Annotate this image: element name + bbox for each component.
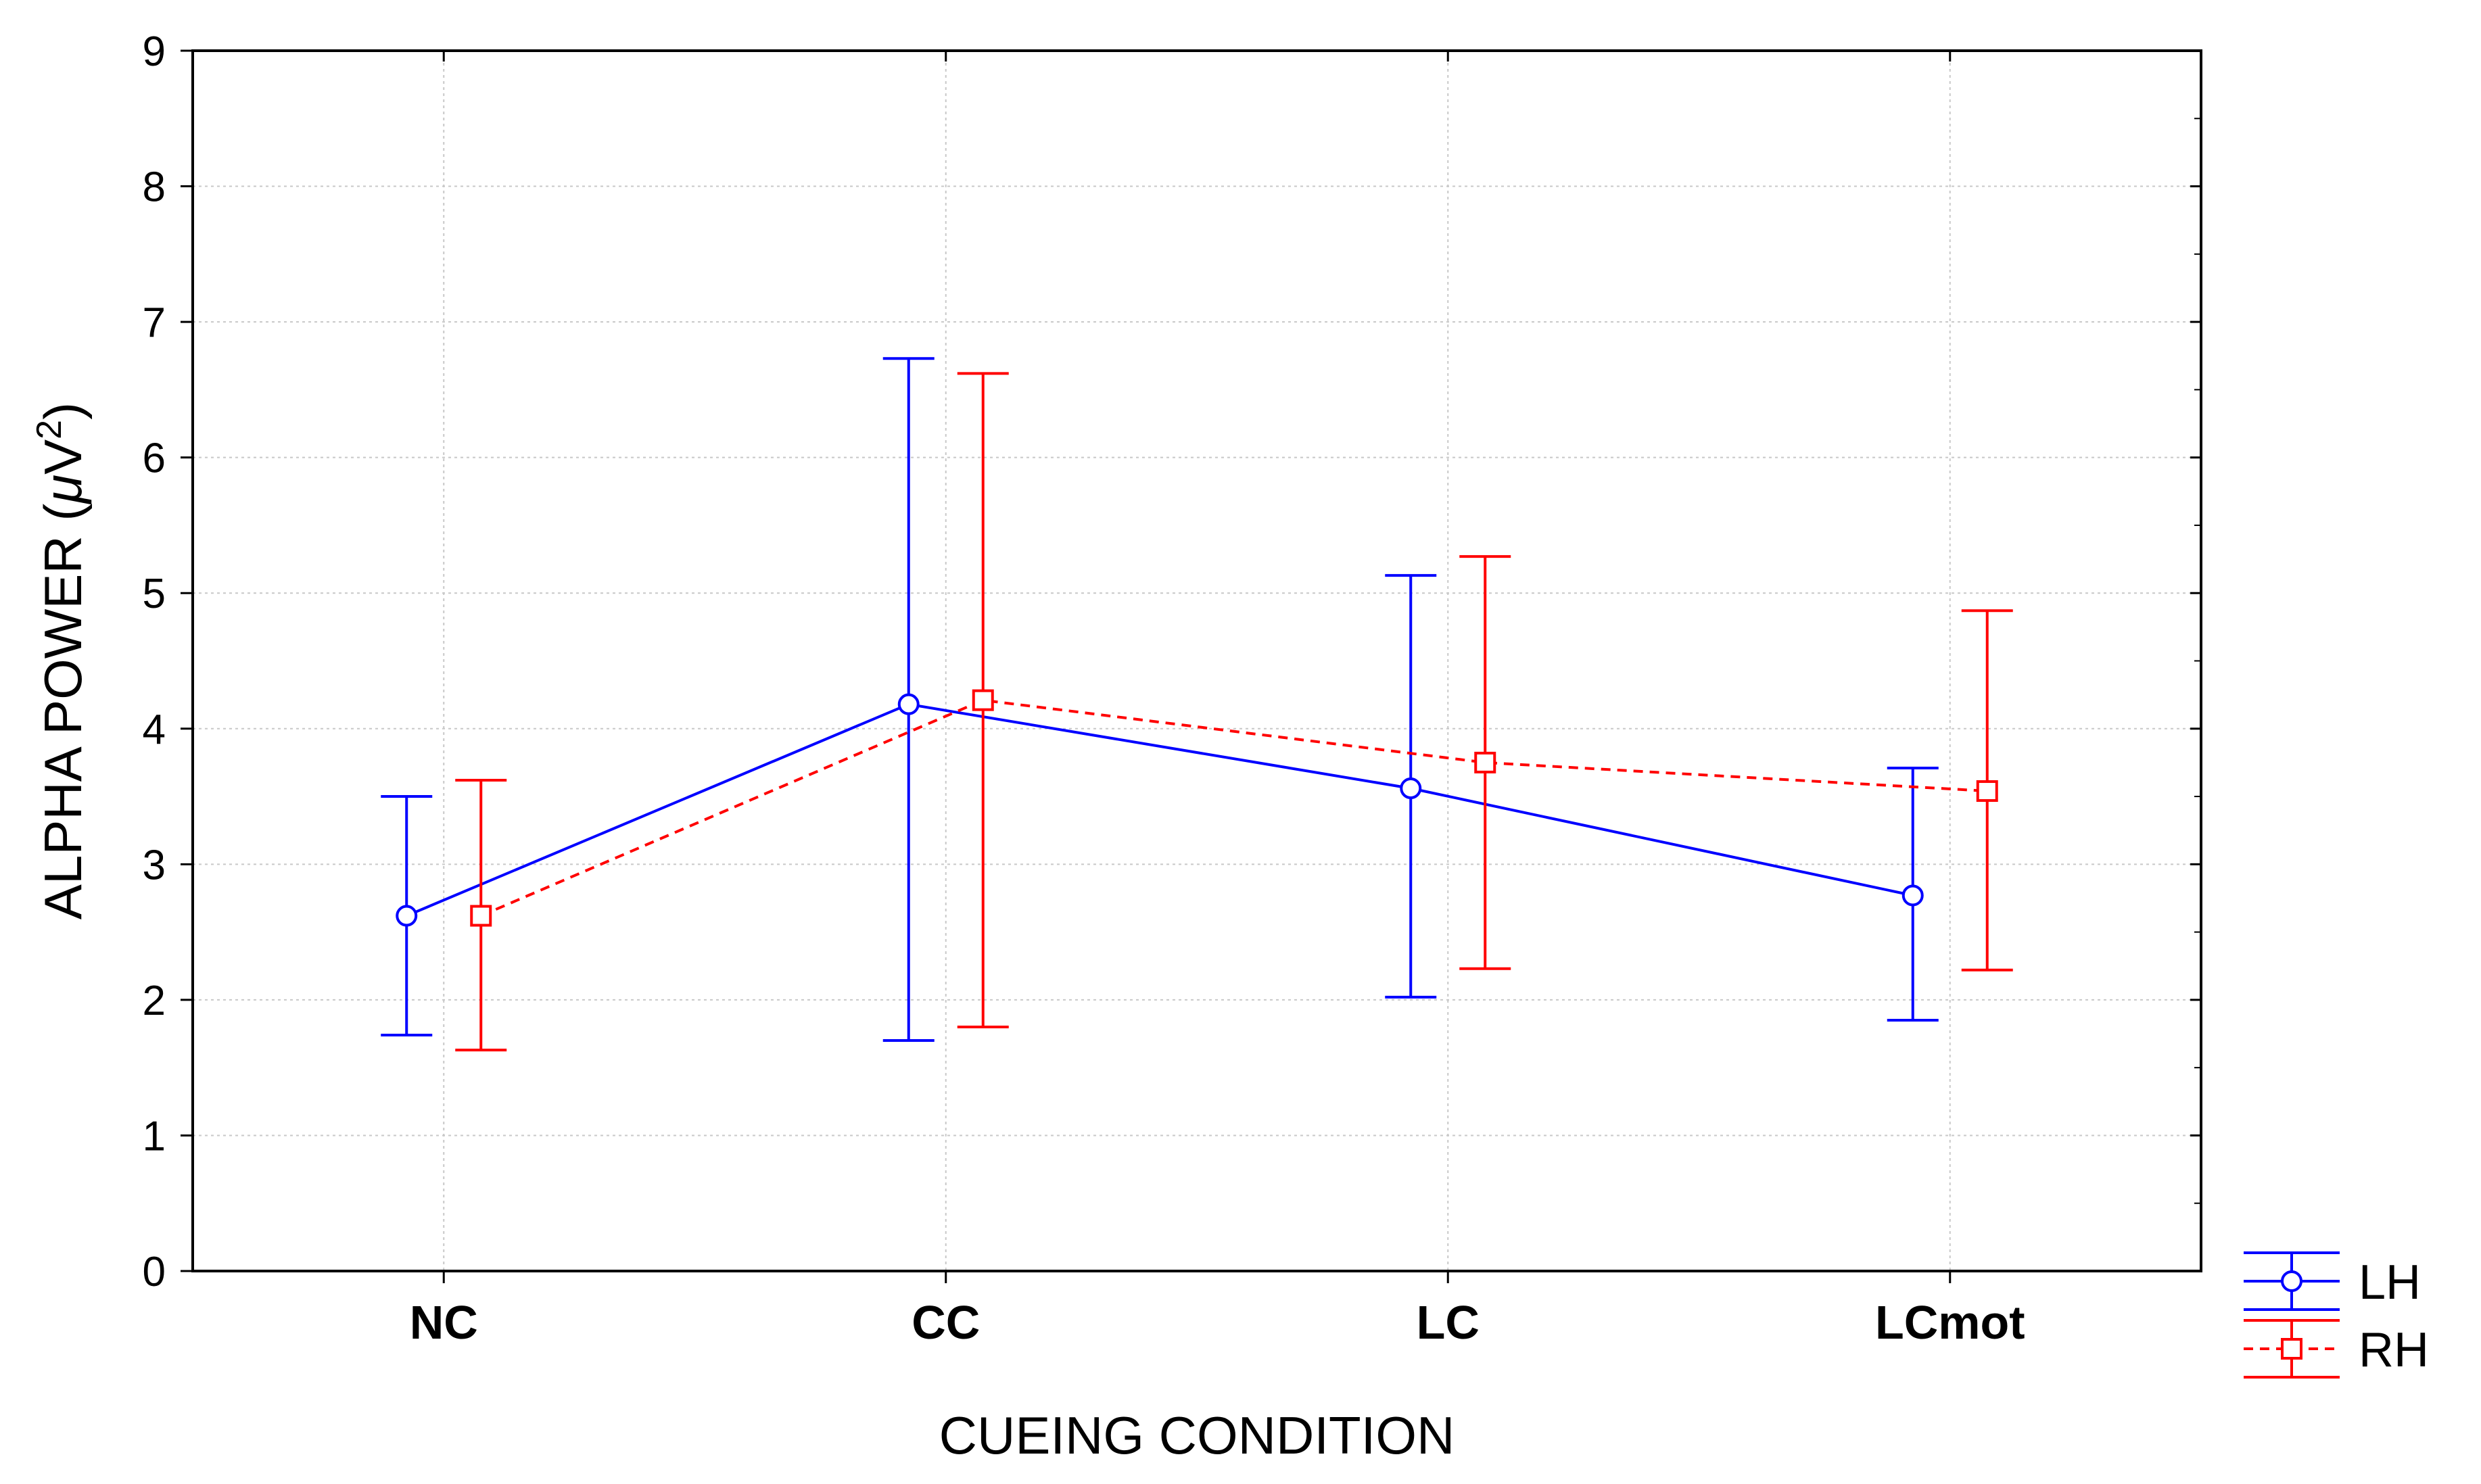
y-axis-title-close: ) <box>33 402 93 420</box>
series <box>381 357 2013 1052</box>
data-point <box>396 905 418 927</box>
series-LH <box>381 357 1939 1043</box>
legend-item-RH: RH <box>2244 1319 2429 1379</box>
legend-marker <box>2281 1338 2302 1360</box>
legend: LH RH <box>2244 1251 2429 1379</box>
legend-label-LH: LH <box>2359 1255 2421 1310</box>
data-point <box>897 693 920 715</box>
axes: 0 1 2 3 4 5 6 7 8 9 NC CC LC LCmot <box>143 28 2202 1349</box>
legend-item-LH: LH <box>2244 1251 2421 1311</box>
gridlines <box>193 51 2201 1271</box>
y-tick-label: 2 <box>143 978 166 1024</box>
x-tick-label: LC <box>1417 1296 1480 1349</box>
y-axis-title-sup: 2 <box>30 420 69 439</box>
y-tick-label: 4 <box>143 707 166 753</box>
data-point <box>1474 751 1496 773</box>
y-tick-label: 1 <box>143 1113 166 1159</box>
data-point <box>470 905 492 927</box>
series-line-RH <box>480 698 1987 917</box>
legend-marker <box>2281 1270 2302 1292</box>
data-point <box>1400 777 1422 800</box>
data-point <box>1976 780 1998 803</box>
y-tick-label: 5 <box>143 571 166 617</box>
x-tick-label: CC <box>912 1296 980 1349</box>
x-tick-label: LCmot <box>1875 1296 2025 1349</box>
plot-frame <box>191 49 2202 1272</box>
series-line-LH <box>406 702 1914 917</box>
y-axis-title-mu: μ <box>33 475 93 505</box>
y-axis-title-main: ALPHA POWER ( <box>33 504 93 919</box>
series-RH <box>455 372 2013 1052</box>
y-axis-title-unit: V <box>33 439 93 475</box>
y-tick-label: 9 <box>143 28 166 75</box>
legend-label-RH: RH <box>2359 1323 2429 1377</box>
y-tick-label: 3 <box>143 842 166 888</box>
y-tick-label: 0 <box>143 1249 166 1295</box>
data-point <box>972 689 994 711</box>
y-tick-label: 8 <box>143 164 166 211</box>
data-point <box>1901 884 1924 907</box>
y-tick-label: 6 <box>143 435 166 482</box>
x-axis-title: CUEING CONDITION <box>939 1406 1455 1465</box>
y-tick-label: 7 <box>143 300 166 346</box>
x-tick-label: NC <box>410 1296 478 1349</box>
y-axis-title: ALPHA POWER (μV2) <box>30 402 93 919</box>
